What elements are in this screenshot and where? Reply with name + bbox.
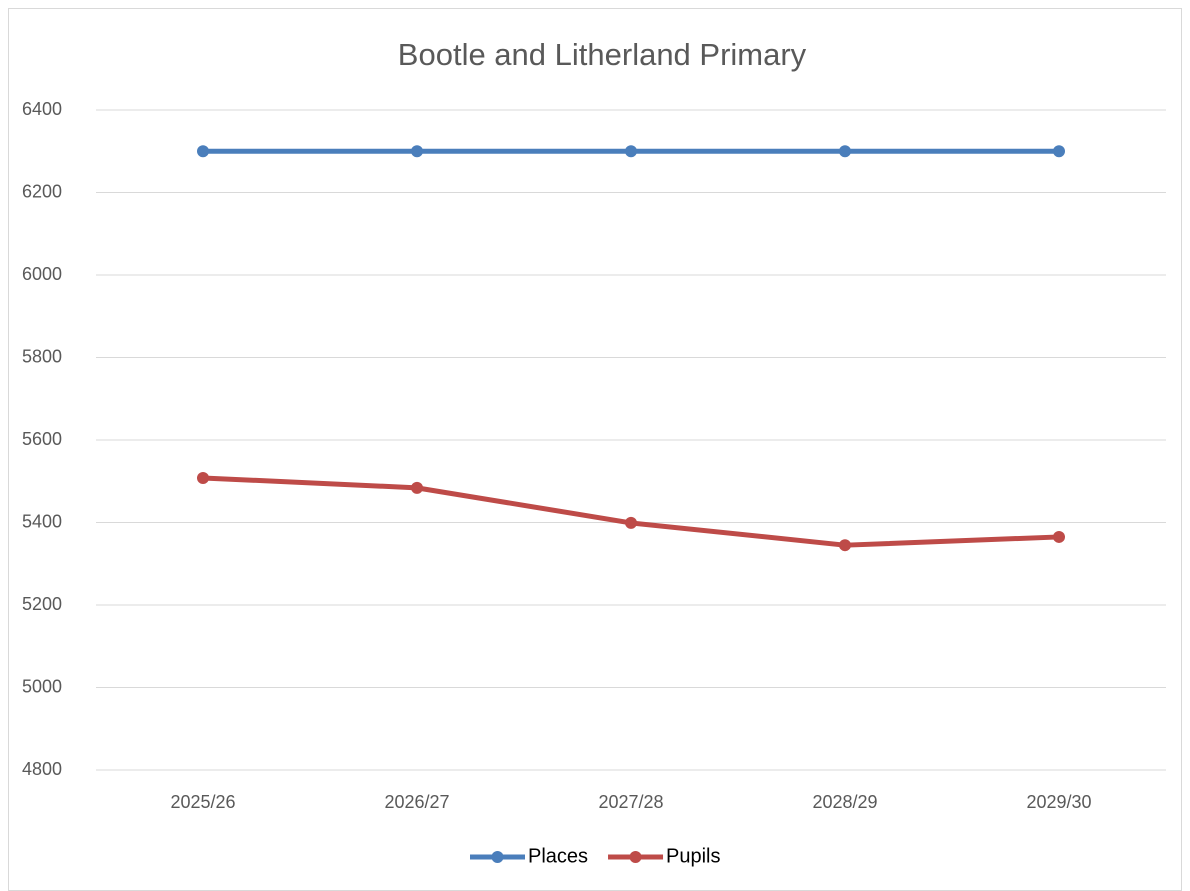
point [411, 481, 423, 494]
y-tick-label: 5800 [22, 346, 62, 366]
y-tick-label: 6400 [22, 99, 62, 119]
point [197, 471, 209, 484]
y-tick-label: 4800 [22, 759, 62, 779]
point [1053, 145, 1065, 158]
y-tick-label: 5600 [22, 429, 62, 449]
legend-marker [629, 851, 642, 863]
x-tick-label: 2027/28 [598, 792, 663, 812]
y-tick-label: 6200 [22, 181, 62, 201]
point [839, 145, 851, 158]
x-tick-label: 2029/30 [1026, 792, 1091, 812]
chart-title: Bootle and Litherland Primary [398, 37, 807, 72]
point [625, 145, 637, 158]
y-tick-label: 5000 [22, 676, 62, 696]
point [411, 145, 423, 158]
point [625, 516, 637, 529]
y-tick-label: 5200 [22, 594, 62, 614]
y-tick-label: 6000 [22, 264, 62, 284]
x-tick-label: 2025/26 [170, 792, 235, 812]
point [839, 539, 851, 552]
point [1053, 530, 1065, 543]
legend-label: Places [528, 845, 588, 867]
y-tick-label: 5400 [22, 511, 62, 531]
x-tick-label: 2028/29 [812, 792, 877, 812]
x-tick-label: 2026/27 [384, 792, 449, 812]
point [197, 145, 209, 158]
chart-border [8, 8, 1182, 891]
legend-marker [491, 851, 504, 863]
legend-label: Pupils [666, 845, 720, 867]
